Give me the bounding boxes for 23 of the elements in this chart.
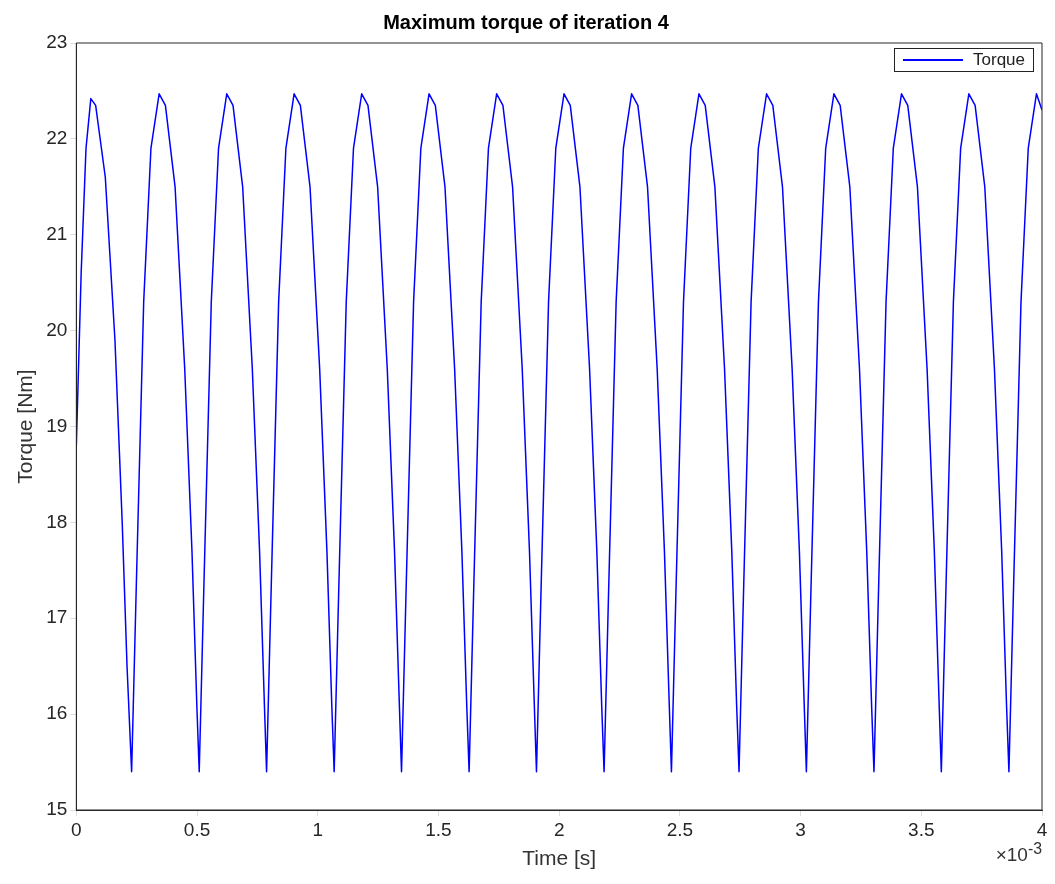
y-tick-label: 15 bbox=[46, 798, 68, 820]
x-tick-label: 2 bbox=[553, 818, 565, 840]
x-tick-label: 2.5 bbox=[666, 818, 694, 840]
x-tick-label: 3.5 bbox=[908, 818, 935, 840]
text: ×10$^{-3}$ bbox=[995, 840, 1042, 867]
y-tick-label: 16 bbox=[46, 702, 68, 724]
x-tick-label: 0.5 bbox=[183, 818, 211, 840]
y-tick-label: 18 bbox=[46, 510, 68, 532]
y-tick-label: 21 bbox=[46, 222, 68, 244]
legend-label: Torque bbox=[973, 50, 1025, 70]
y-tick-label: 22 bbox=[46, 127, 68, 149]
x-tick-label: 1.5 bbox=[425, 818, 452, 840]
y-tick-label: 19 bbox=[46, 414, 68, 436]
x-tick-label: 3 bbox=[795, 818, 806, 840]
y-axis-title: Torque [Nm] bbox=[13, 369, 37, 484]
y-tick-label: 23 bbox=[46, 31, 68, 53]
x-tick-label: 0 bbox=[71, 818, 82, 840]
x-tick-label: 4 bbox=[1036, 818, 1048, 840]
x-tick-label: 1 bbox=[312, 818, 324, 840]
x-axis-title: Time [s] bbox=[522, 846, 597, 870]
y-tick-label: 17 bbox=[46, 606, 68, 628]
y-tick-label: 20 bbox=[46, 318, 68, 340]
chart-title: Maximum torque of iteration 4 bbox=[383, 10, 670, 33]
